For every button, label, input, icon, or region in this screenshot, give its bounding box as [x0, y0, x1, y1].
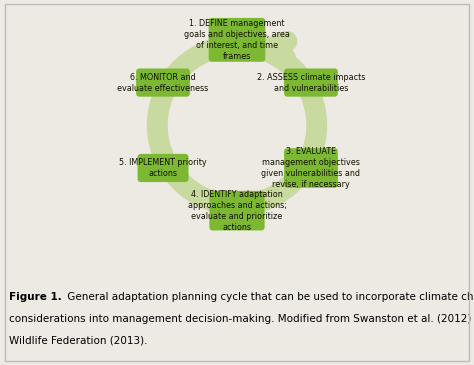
- Text: 1. DEFINE management
goals and objectives, area
of interest, and time
frames: 1. DEFINE management goals and objective…: [184, 19, 290, 61]
- Text: 5. IMPLEMENT priority
actions: 5. IMPLEMENT priority actions: [119, 158, 207, 178]
- FancyBboxPatch shape: [137, 154, 189, 182]
- Text: General adaptation planning cycle that can be used to incorporate climate change: General adaptation planning cycle that c…: [64, 292, 474, 302]
- Text: 4. IDENTIFY adaptation
approaches and actions;
evaluate and prioritize
actions: 4. IDENTIFY adaptation approaches and ac…: [188, 189, 286, 232]
- FancyBboxPatch shape: [209, 18, 265, 62]
- Text: considerations into management decision-making. Modified from Swanston et al. (2: considerations into management decision-…: [9, 314, 474, 324]
- Text: 6. MONITOR and
evaluate effectiveness: 6. MONITOR and evaluate effectiveness: [118, 73, 209, 93]
- FancyBboxPatch shape: [284, 69, 338, 97]
- Text: 3. EVALUATE
management objectives
given vulnerabilities and
revise, if necessary: 3. EVALUATE management objectives given …: [262, 147, 360, 189]
- Text: Figure 1.: Figure 1.: [9, 292, 62, 302]
- Text: 2. ASSESS climate impacts
and vulnerabilities: 2. ASSESS climate impacts and vulnerabil…: [257, 73, 365, 93]
- FancyBboxPatch shape: [210, 191, 264, 230]
- FancyBboxPatch shape: [284, 148, 338, 188]
- Text: Wildlife Federation (2013).: Wildlife Federation (2013).: [9, 336, 148, 346]
- FancyBboxPatch shape: [136, 69, 190, 97]
